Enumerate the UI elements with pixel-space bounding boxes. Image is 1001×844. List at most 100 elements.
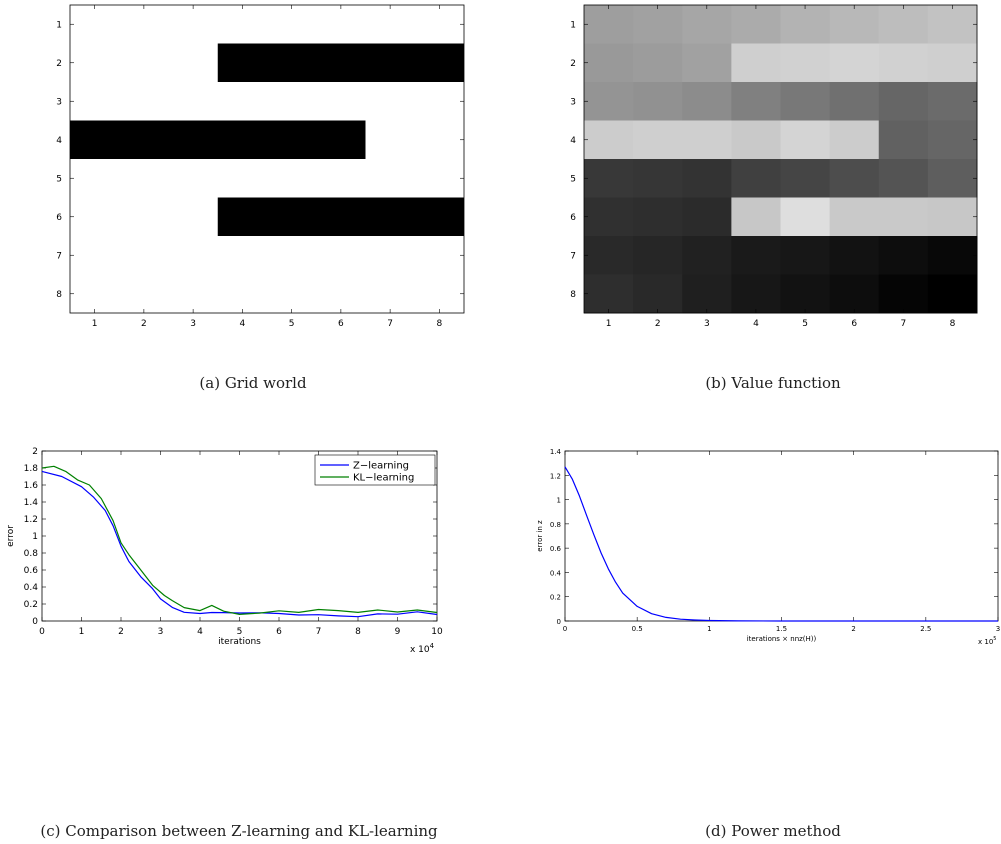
y-tick-label: 7: [570, 251, 576, 261]
value-cell: [927, 5, 978, 44]
wall-cell: [217, 43, 464, 82]
y-tick-label: 4: [56, 136, 62, 146]
value-cell: [927, 82, 978, 121]
caption-a: (a) Grid world: [199, 374, 307, 392]
value-cell: [682, 197, 732, 237]
value-cell: [731, 236, 781, 275]
x-tick-label: 6: [851, 319, 857, 329]
y-tick-label: 1.8: [24, 464, 39, 474]
y-tick-label: 0.6: [550, 545, 562, 553]
x-tick-label: 8: [950, 319, 956, 329]
power-method-panel: 0 0.5 1 1.5 2 2.5 3 0 0.2 0.4 0.6 0.8 1 1.2 1.4 iterati…: [536, 448, 1000, 646]
x-tick-label: 1: [707, 625, 711, 633]
x-tick-label: 10: [431, 627, 443, 637]
y-tick-label: 6: [56, 213, 62, 223]
value-cell: [780, 82, 831, 121]
y-tick-label: 3: [56, 97, 62, 107]
axes-frame: [583, 4, 978, 314]
x-axis-label: iterations × nnz(H)): [747, 635, 817, 643]
error-line: [564, 466, 998, 622]
value-cell: [731, 43, 781, 83]
value-cell: [829, 82, 880, 121]
x-tick-label: 4: [197, 627, 203, 637]
x-tick-label: 7: [900, 319, 906, 329]
grid-world-panel: 1 2 3 4 5 6 7 8 1 2 3 4 5 6 7 8: [56, 4, 465, 329]
x-tick-label: 2: [851, 625, 855, 633]
legend-label: Z−learning: [353, 461, 409, 472]
y-tick-label: 0.8: [24, 549, 39, 559]
x-tick-label: 8: [437, 319, 443, 329]
caption-c: (c) Comparison between Z-learning and KL…: [40, 822, 438, 840]
value-cell: [584, 82, 634, 121]
x-tick-label: 3: [190, 319, 196, 329]
wall-cell: [70, 120, 366, 159]
value-cell: [584, 197, 634, 237]
x-tick-label: 0: [39, 627, 45, 637]
z-learning-line: [41, 470, 438, 618]
x-axis-multiplier: x 104: [410, 642, 435, 655]
caption-d: (d) Power method: [705, 822, 841, 840]
x-tick-label: 6: [276, 627, 282, 637]
value-cell: [878, 274, 929, 314]
x-tick-label: 8: [355, 627, 361, 637]
y-tick-label: 1.2: [550, 472, 561, 480]
value-cell: [878, 236, 929, 275]
value-cell: [780, 274, 831, 314]
value-cell: [633, 274, 683, 314]
value-cell: [927, 120, 978, 160]
x-axis-label: iterations: [218, 637, 261, 647]
y-tick-label: 2: [56, 59, 62, 69]
legend-label: KL−learning: [353, 473, 414, 484]
value-cell: [682, 5, 732, 44]
value-cell: [878, 82, 929, 121]
value-function-panel: 1 2 3 4 5 6 7 8 1 2 3 4 5 6 7 8: [570, 4, 978, 329]
x-tick-label: 2: [655, 319, 661, 329]
x-tick-label: 7: [316, 627, 322, 637]
x-tick-label: 7: [387, 319, 393, 329]
value-cell: [584, 274, 634, 314]
value-cell: [731, 120, 781, 160]
value-cell: [682, 159, 732, 198]
x-tick-label: 0: [563, 625, 567, 633]
value-cell: [633, 159, 683, 198]
y-tick-label: 8: [570, 290, 576, 300]
value-cell: [927, 236, 978, 275]
x-tick-label: 1: [92, 319, 98, 329]
y-tick-label: 3: [570, 97, 576, 107]
x-tick-label: 2: [141, 319, 147, 329]
value-cell: [878, 5, 929, 44]
value-cell: [584, 159, 634, 198]
x-axis-multiplier: x 105: [978, 636, 996, 646]
value-cell: [829, 159, 880, 198]
value-cell: [682, 82, 732, 121]
value-cell: [731, 159, 781, 198]
y-tick-label: 6: [570, 213, 576, 223]
value-cell: [584, 43, 634, 83]
value-cell: [878, 197, 929, 237]
y-tick-label: 1.4: [24, 498, 39, 508]
axes-frame: [69, 4, 465, 314]
y-tick-label: 1.4: [550, 448, 562, 456]
value-cell: [731, 197, 781, 237]
value-cell: [731, 82, 781, 121]
x-tick-label: 6: [338, 319, 344, 329]
y-tick-label: 0.2: [550, 594, 561, 602]
x-tick-label: 2: [118, 627, 124, 637]
y-tick-label: 5: [56, 174, 62, 184]
value-cell: [633, 43, 683, 83]
kl-learning-line: [41, 465, 438, 616]
y-tick-label: 4: [570, 136, 576, 146]
value-cell: [829, 236, 880, 275]
x-tick-label: 4: [753, 319, 759, 329]
value-cell: [878, 120, 929, 160]
x-tick-label: 4: [240, 319, 246, 329]
value-cell: [682, 236, 732, 275]
value-cell: [682, 43, 732, 83]
caption-b: (b) Value function: [705, 374, 841, 392]
y-tick-label: 7: [56, 251, 62, 261]
y-tick-label: 0.4: [24, 583, 39, 593]
y-tick-label: 5: [570, 174, 576, 184]
value-cell: [878, 159, 929, 198]
value-cell: [780, 197, 831, 237]
y-tick-label: 0: [32, 617, 38, 627]
